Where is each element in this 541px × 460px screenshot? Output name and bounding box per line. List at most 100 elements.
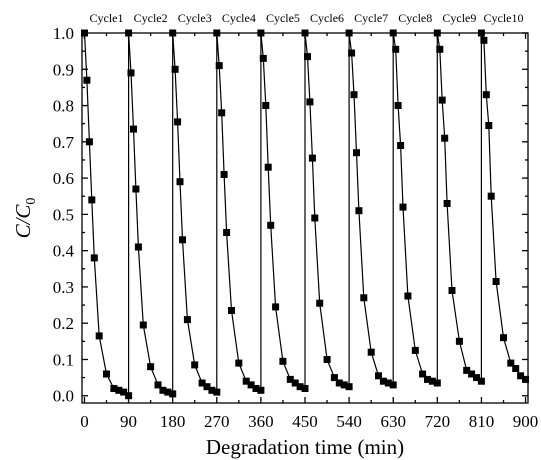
data-point [262, 102, 270, 109]
data-point [345, 383, 353, 391]
cycle-label: Cycle3 [178, 11, 212, 25]
data-point [473, 374, 480, 382]
data-point [448, 287, 456, 294]
data-point [517, 372, 525, 380]
data-point [308, 154, 316, 162]
x-tick-label: 720 [425, 412, 451, 431]
x-tick-label: 450 [292, 412, 318, 431]
x-tick-label: 360 [248, 412, 274, 431]
x-axis-title: Degradation time (min) [206, 435, 404, 459]
cycle-label: Cycle9 [442, 11, 476, 25]
data-point [183, 316, 191, 324]
data-point [286, 375, 294, 383]
data-point [208, 386, 216, 394]
x-tick-label: 270 [204, 412, 230, 431]
data-point [428, 377, 436, 385]
data-point [468, 370, 476, 378]
data-point [120, 388, 128, 396]
x-tick-label: 900 [513, 412, 539, 431]
cycle-label: Cycle1 [90, 11, 124, 25]
data-point [171, 65, 179, 73]
data-point [323, 356, 331, 363]
data-point [389, 381, 397, 389]
data-point [399, 203, 407, 211]
data-point [455, 337, 463, 345]
data-point [522, 375, 529, 383]
x-tick-label: 180 [160, 412, 186, 431]
y-tick-label: 0.7 [53, 133, 75, 152]
data-point [139, 321, 147, 329]
data-point [301, 385, 309, 392]
data-point [330, 374, 338, 382]
data-point [392, 45, 400, 53]
data-point [397, 142, 405, 149]
data-point [350, 91, 358, 99]
data-point [228, 307, 235, 314]
data-point [438, 96, 446, 104]
data-point [134, 243, 142, 251]
data-point [477, 377, 485, 385]
y-axis: 0.0 0.1 0.2 0.3 0.4 0.5 0.6 0.7 0.8 0.9 1.0 [53, 24, 528, 406]
data-point [272, 303, 280, 311]
y-tick-label: 0.0 [53, 387, 74, 406]
data-point [127, 69, 135, 77]
cycle-label: Cycle7 [354, 11, 388, 25]
data-point [257, 386, 265, 394]
data-point [264, 163, 272, 171]
data-point [103, 370, 110, 378]
cycle-label: Cycle4 [222, 11, 256, 25]
data-point [220, 171, 228, 178]
y-axis-title-subscript: 0 [24, 198, 39, 205]
data-point [125, 392, 133, 400]
data-point [500, 334, 507, 342]
x-tick-label: 810 [469, 412, 495, 431]
x-tick-label: 540 [336, 412, 362, 431]
cycle-label: Cycle2 [134, 11, 168, 25]
data-point [213, 388, 221, 396]
data-point [169, 390, 177, 398]
cycle-label: Cycle5 [266, 11, 300, 25]
y-tick-label: 0.4 [53, 242, 75, 261]
data-point [367, 348, 375, 356]
data-point [88, 196, 96, 204]
data-point [360, 294, 368, 302]
data-point [482, 91, 490, 99]
data-point [507, 359, 515, 367]
data-point [215, 62, 223, 70]
data-point [375, 372, 382, 380]
data-point [90, 254, 98, 262]
data-point [85, 138, 93, 146]
data-point [291, 379, 299, 387]
y-tick-label: 0.2 [53, 314, 74, 333]
data-point [132, 185, 140, 193]
data-point [404, 292, 412, 300]
data-point [267, 221, 275, 229]
data-point [394, 102, 402, 109]
data-point [316, 299, 324, 307]
data-point [480, 36, 488, 44]
data-point [379, 377, 387, 385]
data-point [340, 381, 348, 389]
cycle-label: Cycle6 [310, 11, 344, 25]
cycle-label: Cycle10 [483, 11, 523, 25]
data-point [353, 149, 360, 157]
y-tick-label: 0.1 [53, 350, 74, 369]
x-axis: 0 90 180 270 360 450 540 630 720 810 900 [80, 33, 538, 431]
data-point [147, 363, 155, 371]
data-point [433, 379, 441, 387]
data-point [242, 377, 250, 385]
data-point [436, 45, 444, 53]
data-point [492, 278, 500, 285]
data-point [411, 346, 419, 354]
data-point [259, 54, 267, 62]
data-point [235, 359, 243, 367]
data-point [179, 236, 186, 244]
data-point [384, 379, 392, 387]
data-point [203, 383, 211, 391]
y-tick-label: 0.3 [53, 278, 74, 297]
y-tick-label: 0.8 [53, 97, 74, 116]
data-point [424, 375, 431, 383]
data-point [115, 386, 123, 394]
data-point [304, 53, 311, 61]
